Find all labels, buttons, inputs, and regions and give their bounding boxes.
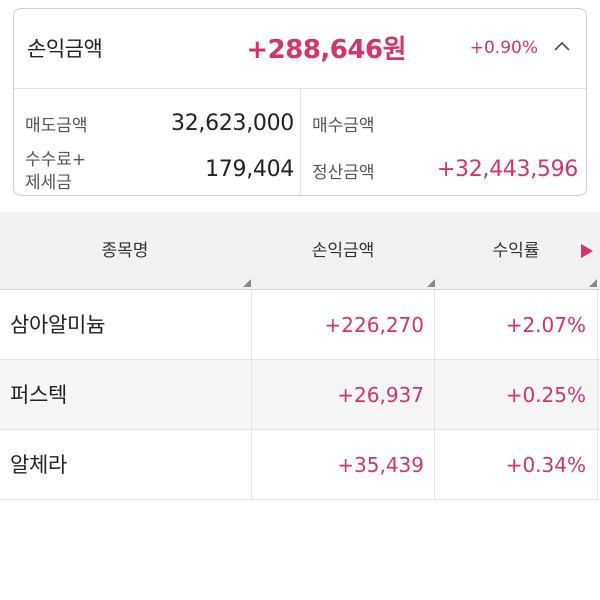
- cell-divider: [434, 430, 435, 499]
- summary-title: 손익금액: [27, 37, 103, 61]
- stock-rate: +0.34%: [505, 453, 586, 477]
- sort-corner-icon: [427, 279, 435, 287]
- cell-divider: [597, 360, 598, 429]
- fee-tax-label-line1: 수수료+: [25, 150, 87, 170]
- stock-profit-table: 종목명 손익금액 수익률 삼아알미늄 +226,270 +2.07% 퍼스텍 +…: [0, 212, 600, 500]
- sell-amount-label: 매도금액: [25, 116, 88, 136]
- cell-divider: [251, 430, 252, 499]
- header-return-rate[interactable]: 수익률: [492, 241, 540, 261]
- sort-corner-icon: [589, 279, 597, 287]
- column-divider: [300, 89, 301, 195]
- caret-right-icon[interactable]: [578, 239, 596, 263]
- summary-details: 매도금액 32,623,000 매수금액 수수료+ 제세금 179,404 정산…: [14, 89, 586, 195]
- table-row[interactable]: 퍼스텍 +26,937 +0.25%: [0, 360, 600, 430]
- cell-divider: [434, 290, 435, 359]
- cell-divider: [597, 430, 598, 499]
- cell-divider: [251, 360, 252, 429]
- stock-rate: +0.25%: [505, 383, 586, 407]
- chevron-up-icon[interactable]: [550, 35, 574, 59]
- total-profit-amount: +288,646원: [246, 35, 406, 65]
- fee-tax-label-line2: 제세금: [25, 173, 72, 193]
- sort-corner-icon: [243, 279, 251, 287]
- settlement-value: +32,443,596: [436, 157, 578, 182]
- summary-header[interactable]: 손익금액 +288,646원 +0.90%: [14, 9, 586, 89]
- stock-name: 퍼스텍: [10, 383, 68, 407]
- header-stock-name[interactable]: 종목명: [101, 241, 149, 261]
- table-row[interactable]: 삼아알미늄 +226,270 +2.07%: [0, 290, 600, 360]
- table-header: 종목명 손익금액 수익률: [0, 212, 600, 290]
- table-row[interactable]: 알체라 +35,439 +0.34%: [0, 430, 600, 500]
- stock-name: 삼아알미늄: [10, 313, 106, 337]
- cell-divider: [251, 290, 252, 359]
- stock-rate: +2.07%: [505, 313, 586, 337]
- stock-profit: +226,270: [324, 313, 424, 337]
- header-profit-amount[interactable]: 손익금액: [311, 241, 375, 261]
- cell-divider: [434, 360, 435, 429]
- settlement-label: 정산금액: [312, 163, 375, 183]
- sell-amount-value: 32,623,000: [171, 111, 294, 136]
- cell-divider: [597, 290, 598, 359]
- stock-name: 알체라: [10, 453, 68, 477]
- buy-amount-label: 매수금액: [312, 116, 375, 136]
- fee-tax-value: 179,404: [205, 157, 294, 182]
- profit-summary-card: 손익금액 +288,646원 +0.90% 매도금액 32,623,000 매수…: [13, 8, 587, 196]
- stock-profit: +35,439: [337, 453, 424, 477]
- total-profit-rate: +0.90%: [469, 38, 538, 58]
- stock-profit: +26,937: [337, 383, 424, 407]
